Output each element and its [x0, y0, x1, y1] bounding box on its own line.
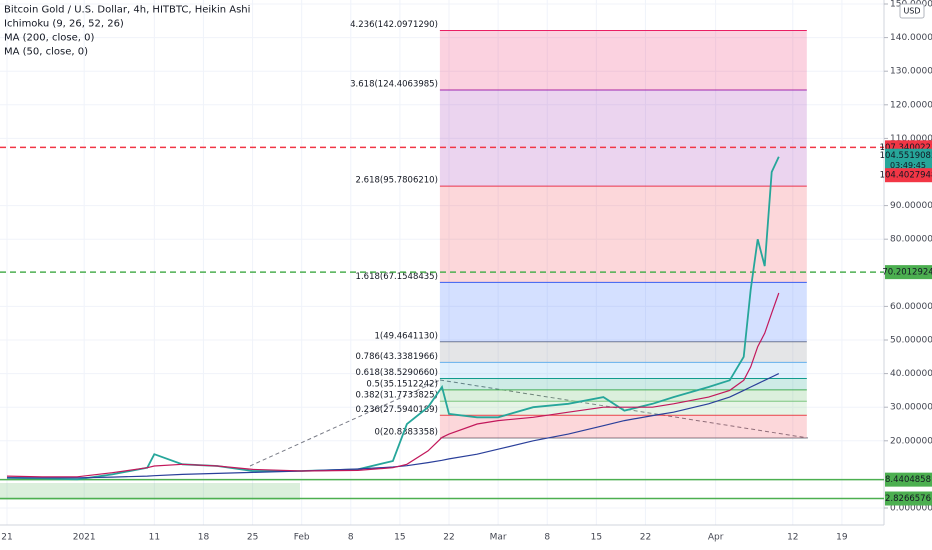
- fib-label: 0.236(27.5940189): [356, 405, 438, 415]
- y-tick-label: 90.0000000: [890, 201, 932, 211]
- x-tick-label: 21: [1, 533, 12, 543]
- x-tick-label: 22: [443, 533, 454, 543]
- fib-label: 0.5(35.1512242): [366, 379, 438, 389]
- y-tick-label: 80.0000000: [890, 235, 932, 245]
- x-tick-label: Feb: [294, 533, 310, 543]
- fib-label: 3.618(124.4063985): [350, 79, 438, 89]
- plot-group: [0, 146, 884, 500]
- ma-line: [7, 373, 780, 479]
- fib-label: 2.618(95.7806210): [356, 176, 438, 186]
- fib-label: 4.236(142.0971290): [350, 20, 438, 30]
- price-tag-label: 2.8266576: [885, 494, 931, 504]
- fib-band: [439, 282, 807, 342]
- y-tick-label: 30.0000000: [890, 403, 932, 413]
- y-tick-label: 50.0000000: [890, 336, 932, 346]
- fib-band: [439, 341, 807, 363]
- x-tick-label: 12: [787, 533, 798, 543]
- fib-band: [439, 389, 807, 402]
- fib-label: 0.382(31.7733825): [356, 391, 438, 401]
- y-tick-label: 0.0000000: [890, 504, 932, 514]
- y-tick-label: 140.0000000: [890, 33, 932, 43]
- fib-label: 0.786(43.3381966): [356, 352, 438, 362]
- price-tag: [885, 472, 932, 487]
- price-tag-label: 107.3400221: [880, 143, 932, 153]
- fib-band: [439, 186, 807, 283]
- y-tick-label: 110.0000000: [890, 134, 932, 144]
- x-tick-label: 25: [247, 533, 258, 543]
- y-tick-label: 60.0000000: [890, 302, 932, 312]
- fib-band: [439, 30, 807, 90]
- price-tag-label: 8.4404858: [885, 475, 931, 485]
- fib-label: 1(49.4641130): [374, 331, 437, 341]
- fib-label: 1.618(67.1548435): [356, 272, 438, 282]
- fib-group: 0(20.8383358) 0.236(27.5940189) 0.382(31.7…: [350, 20, 807, 439]
- price-line: [6, 156, 780, 481]
- fib-label: 0.618(38.5290660): [356, 368, 438, 378]
- price-tag-label: 104.5519085: [880, 151, 932, 161]
- price-tag: [885, 168, 932, 183]
- price-tag-label: 104.4027948: [880, 171, 932, 181]
- x-tick-label: 18: [198, 533, 210, 543]
- currency-badge[interactable]: [899, 3, 925, 19]
- x-tick-label: 8: [544, 533, 550, 543]
- countdown-label: 03:49:45: [890, 161, 926, 170]
- price-tag: [885, 265, 932, 280]
- indicator-label: Ichimoku (9, 26, 52, 26): [4, 18, 124, 29]
- fib-band: [439, 401, 807, 416]
- fib-band: [439, 362, 807, 379]
- y-tick-label: 40.0000000: [890, 369, 932, 379]
- x-tick-label: 11: [149, 533, 160, 543]
- fib-band: [439, 378, 807, 390]
- x-tick-label: 15: [591, 533, 602, 543]
- x-tick-label: 2021: [73, 533, 96, 543]
- range-box: [0, 483, 300, 500]
- fib-band: [439, 415, 807, 438]
- ma-line: [6, 292, 780, 478]
- x-tick-label: Apr: [708, 533, 724, 543]
- x-tick-label: 22: [640, 533, 651, 543]
- price-tag-label: 70.2012924: [882, 268, 932, 278]
- y-tick-label: 120.0000000: [890, 100, 932, 110]
- y-tick-label: 20.0000000: [890, 436, 932, 446]
- x-tick-label: 19: [836, 533, 848, 543]
- price-tag: [885, 491, 932, 506]
- projection-line: [439, 379, 809, 439]
- fib-label: 0(20.8383358): [374, 427, 437, 437]
- fib-band: [439, 89, 807, 187]
- chart-title: Bitcoin Gold / U.S. Dollar, 4h, HITBTC, …: [4, 4, 250, 15]
- y-tick-label: 130.0000000: [890, 67, 932, 77]
- x-tick-label: 15: [394, 533, 405, 543]
- x-tick-label: Mar: [490, 533, 507, 543]
- x-tick-label: 8: [348, 533, 354, 543]
- currency-label: USD: [903, 7, 920, 16]
- indicator-label: MA (200, close, 0): [4, 32, 94, 43]
- indicator-label: MA (50, close, 0): [4, 46, 88, 57]
